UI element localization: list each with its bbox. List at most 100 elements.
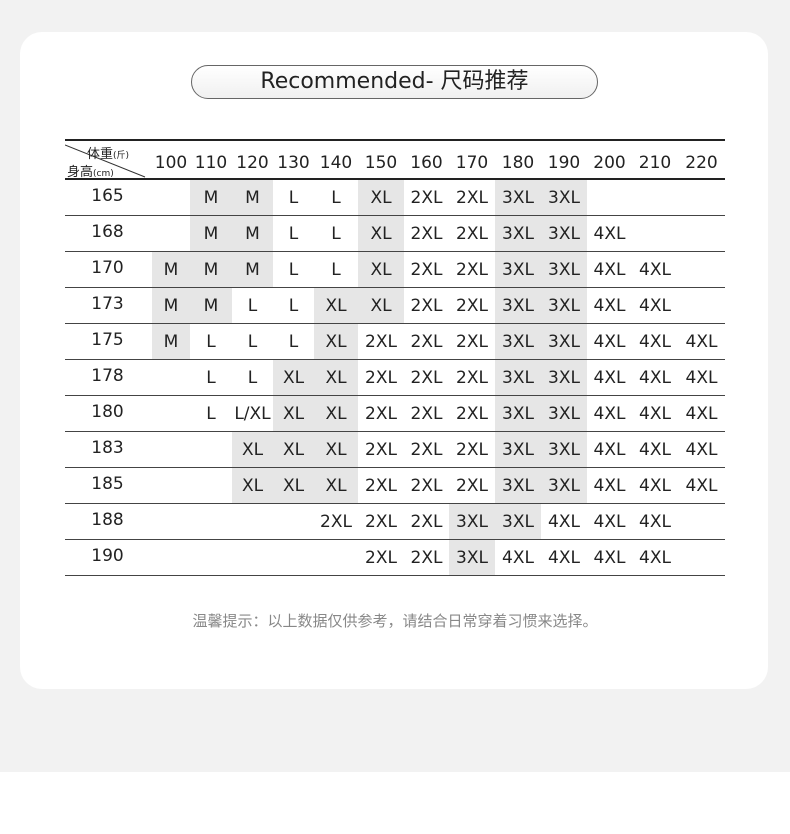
size-cell: L <box>288 188 299 208</box>
weight-header: 190 <box>547 153 581 173</box>
size-cell <box>152 360 190 396</box>
size-cell: 2XL <box>456 224 488 244</box>
size-cell: 3XL <box>495 252 541 288</box>
page-bottom <box>0 772 790 834</box>
size-cell <box>632 216 678 252</box>
size-cell <box>152 216 190 252</box>
size-cell: L <box>288 260 299 280</box>
size-cell: 3XL <box>495 288 541 324</box>
size-cell: XL <box>358 180 404 216</box>
weight-header: 140 <box>319 153 353 173</box>
size-cell: XL <box>314 324 358 360</box>
height-unit: (cm) <box>93 169 114 179</box>
size-cell: 4XL <box>593 332 626 352</box>
height-cell: 178 <box>91 366 124 386</box>
size-cell: L <box>206 332 216 352</box>
row-rule <box>65 287 725 288</box>
row-rule <box>65 323 725 324</box>
size-cell: 4XL <box>639 512 671 532</box>
size-cell: 3XL <box>495 432 541 468</box>
size-cell <box>678 216 725 252</box>
table-corner-header: 体重(斤) 身高(cm) <box>65 141 147 180</box>
size-cell: 3XL <box>541 396 587 432</box>
size-cell: 2XL <box>365 476 397 496</box>
weight-header: 110 <box>194 153 228 173</box>
size-cell: 2XL <box>365 332 397 352</box>
size-cell: 3XL <box>495 504 541 540</box>
size-cell: 2XL <box>456 368 488 388</box>
size-cell: M <box>190 288 232 324</box>
weight-header: 130 <box>277 153 310 173</box>
size-cell: 4XL <box>502 548 534 568</box>
size-cell: 2XL <box>365 512 397 532</box>
size-cell <box>678 288 725 324</box>
size-cell: M <box>152 288 190 324</box>
size-cell <box>152 540 190 576</box>
size-cell: 3XL <box>495 324 541 360</box>
weight-label: 体重(斤) <box>87 143 129 162</box>
row-rule <box>65 251 725 252</box>
size-cell: XL <box>273 432 314 468</box>
height-cell: 170 <box>91 258 124 278</box>
size-cell: 2XL <box>410 260 443 280</box>
size-cell: 4XL <box>639 332 671 352</box>
size-cell: 4XL <box>685 476 718 496</box>
size-cell <box>152 468 190 504</box>
size-cell: 2XL <box>365 404 397 424</box>
size-cell: 2XL <box>320 512 352 532</box>
size-table: 体重(斤) 身高(cm) 100 110 120 130 140 150 160 170 180… <box>65 139 725 576</box>
height-cell: 190 <box>91 546 124 566</box>
size-cell: M <box>232 252 273 288</box>
size-cell: 2XL <box>410 368 443 388</box>
size-cell: 2XL <box>410 512 443 532</box>
size-cell: 3XL <box>449 504 495 540</box>
size-card <box>20 32 768 689</box>
height-label: 身高(cm) <box>67 161 114 180</box>
row-rule <box>65 575 725 576</box>
size-cell: 2XL <box>456 476 488 496</box>
size-cell: 2XL <box>456 296 488 316</box>
size-cell: XL <box>314 432 358 468</box>
size-cell: 4XL <box>548 512 580 532</box>
row-rule <box>65 395 725 396</box>
size-cell: 3XL <box>541 288 587 324</box>
height-cell: 173 <box>91 294 124 314</box>
row-rule <box>65 431 725 432</box>
size-cell <box>190 540 232 576</box>
size-cell: 3XL <box>495 180 541 216</box>
size-cell: XL <box>273 468 314 504</box>
size-cell <box>273 540 314 576</box>
size-cell: 4XL <box>593 440 626 460</box>
weight-header: 220 <box>685 153 718 173</box>
footnote: 温馨提示：以上数据仅供参考，请结合日常穿着习惯来选择。 <box>192 612 598 630</box>
size-cell <box>152 396 190 432</box>
size-cell: 2XL <box>410 476 443 496</box>
size-cell <box>273 504 314 540</box>
size-cell <box>152 432 190 468</box>
size-cell: 2XL <box>456 332 488 352</box>
size-cell <box>190 468 232 504</box>
size-cell: 3XL <box>541 324 587 360</box>
size-cell: 2XL <box>456 440 488 460</box>
size-cell: 4XL <box>593 296 626 316</box>
size-cell: 2XL <box>410 188 443 208</box>
size-cell: 3XL <box>495 468 541 504</box>
weight-header: 100 <box>154 153 188 173</box>
weight-header: 200 <box>593 153 626 173</box>
size-cell: 2XL <box>456 188 488 208</box>
size-cell: XL <box>314 360 358 396</box>
size-cell: XL <box>314 396 358 432</box>
size-cell: M <box>232 180 273 216</box>
height-cell: 188 <box>91 510 124 530</box>
size-cell: 4XL <box>639 476 671 496</box>
row-rule <box>65 539 725 540</box>
height-cell: 185 <box>91 474 124 494</box>
size-cell: 4XL <box>548 548 580 568</box>
size-cell: 3XL <box>541 432 587 468</box>
size-cell: 2XL <box>410 440 443 460</box>
size-cell: L <box>331 188 341 208</box>
size-cell: XL <box>273 360 314 396</box>
size-cell: 4XL <box>593 260 626 280</box>
size-cell: 2XL <box>410 548 443 568</box>
height-cell: 175 <box>91 330 124 350</box>
